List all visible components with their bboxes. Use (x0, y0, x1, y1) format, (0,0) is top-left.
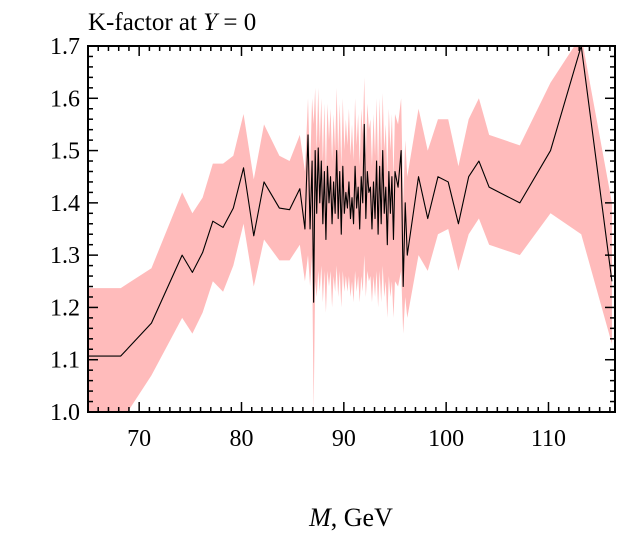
x-tick-label: 80 (229, 426, 253, 452)
plot-area: 70 80 90 100 110 1.0 1.1 1.2 1.3 1.4 1.5 1.6 1.7 (50, 34, 616, 452)
y-tick-label: 1.5 (50, 139, 80, 165)
y-tick-label: 1.1 (50, 348, 80, 374)
y-tick-label: 1.0 (50, 400, 80, 426)
x-tick-label: 110 (531, 426, 566, 452)
y-tick-labels: 1.0 1.1 1.2 1.3 1.4 1.5 1.6 1.7 (50, 34, 80, 426)
uncertainty-band (88, 46, 612, 412)
x-tick-label: 90 (332, 426, 356, 452)
y-tick-label: 1.2 (50, 295, 80, 321)
chart-title-var: Y (203, 9, 220, 36)
chart-title: K-factor at Y = 0 (88, 9, 256, 36)
x-tick-label: 70 (127, 426, 151, 452)
x-tick-label: 100 (428, 426, 464, 452)
x-tick-labels: 70 80 90 100 110 (127, 426, 566, 452)
axis-ticks (87, 45, 615, 413)
plot-frame (87, 45, 616, 413)
x-axis-label-unit: , GeV (331, 503, 393, 532)
y-tick-label: 1.6 (50, 86, 80, 112)
y-tick-label: 1.4 (50, 191, 80, 217)
y-tick-label: 1.3 (50, 243, 80, 269)
x-axis-label: M, GeV (308, 503, 393, 532)
k-factor-line (88, 46, 613, 357)
x-axis-label-var: M (308, 503, 332, 532)
chart-title-text: K-factor at (88, 9, 203, 36)
y-tick-label: 1.7 (50, 34, 80, 60)
chart-title-eq: = 0 (217, 9, 256, 36)
